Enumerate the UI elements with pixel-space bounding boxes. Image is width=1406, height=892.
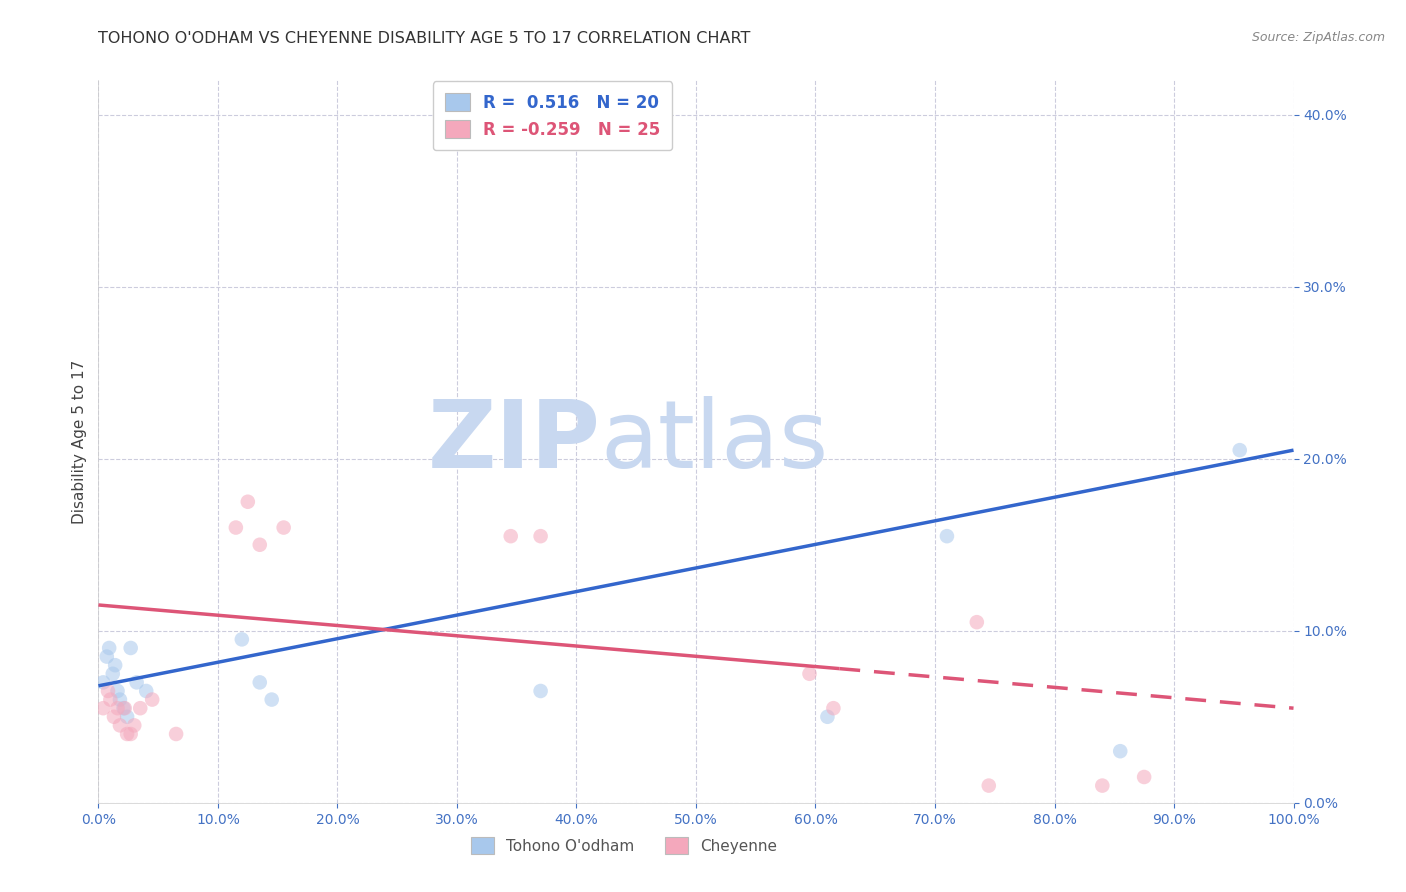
Point xyxy=(530,529,553,543)
Point xyxy=(273,520,295,534)
Point xyxy=(91,701,114,715)
Point xyxy=(530,684,553,698)
Point xyxy=(125,675,148,690)
Point xyxy=(260,692,283,706)
Point xyxy=(249,538,271,552)
Point xyxy=(107,701,129,715)
Point xyxy=(1229,443,1251,458)
Point xyxy=(98,692,122,706)
Point xyxy=(115,710,138,724)
Point xyxy=(129,701,152,715)
Point xyxy=(112,701,135,715)
Point xyxy=(108,692,131,706)
Point xyxy=(120,640,142,655)
Point xyxy=(91,675,114,690)
Point xyxy=(96,649,118,664)
Point xyxy=(225,520,247,534)
Point xyxy=(936,529,959,543)
Point xyxy=(135,684,157,698)
Point xyxy=(98,640,121,655)
Point xyxy=(107,684,129,698)
Point xyxy=(120,727,142,741)
Point xyxy=(499,529,522,543)
Point xyxy=(966,615,988,630)
Point xyxy=(1109,744,1132,758)
Text: atlas: atlas xyxy=(600,395,828,488)
Point xyxy=(165,727,187,741)
Point xyxy=(97,684,120,698)
Point xyxy=(124,718,146,732)
Point xyxy=(799,666,821,681)
Point xyxy=(101,666,124,681)
Point xyxy=(977,779,1000,793)
Point xyxy=(114,701,136,715)
Point xyxy=(236,494,259,508)
Point xyxy=(815,710,838,724)
Point xyxy=(103,710,125,724)
Point xyxy=(249,675,271,690)
Text: TOHONO O'ODHAM VS CHEYENNE DISABILITY AGE 5 TO 17 CORRELATION CHART: TOHONO O'ODHAM VS CHEYENNE DISABILITY AG… xyxy=(98,31,751,46)
Point xyxy=(115,727,138,741)
Point xyxy=(823,701,845,715)
Point xyxy=(104,658,127,673)
Point xyxy=(1133,770,1156,784)
Point xyxy=(108,718,131,732)
Point xyxy=(1091,779,1114,793)
Text: ZIP: ZIP xyxy=(427,395,600,488)
Point xyxy=(231,632,253,647)
Legend: Tohono O'odham, Cheyenne: Tohono O'odham, Cheyenne xyxy=(465,831,783,860)
Point xyxy=(141,692,163,706)
Y-axis label: Disability Age 5 to 17: Disability Age 5 to 17 xyxy=(72,359,87,524)
Text: Source: ZipAtlas.com: Source: ZipAtlas.com xyxy=(1251,31,1385,45)
